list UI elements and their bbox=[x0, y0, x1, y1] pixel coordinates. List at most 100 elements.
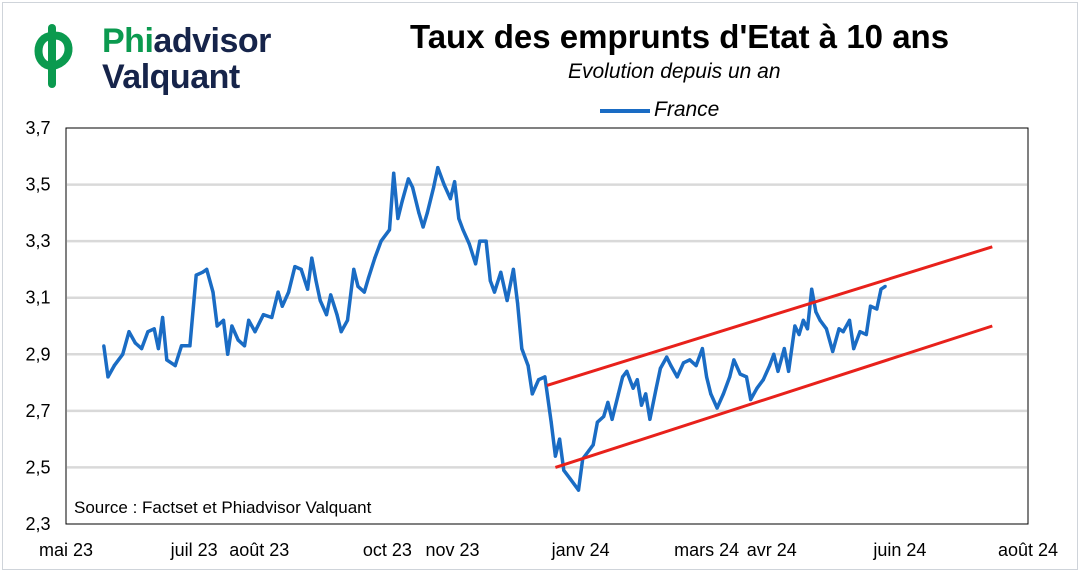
data-point bbox=[879, 287, 883, 291]
logo-phi: Phi bbox=[102, 22, 154, 60]
data-point bbox=[299, 267, 303, 271]
data-point bbox=[179, 344, 184, 348]
data-point bbox=[755, 386, 759, 390]
data-point bbox=[306, 287, 310, 291]
data-point bbox=[587, 448, 591, 453]
data-point bbox=[681, 361, 686, 365]
data-point bbox=[721, 392, 726, 396]
data-point bbox=[188, 344, 192, 348]
data-point bbox=[761, 378, 765, 382]
data-point bbox=[400, 199, 404, 204]
data-point bbox=[665, 355, 669, 359]
data-point bbox=[411, 185, 415, 189]
x-tick-label: août 24 bbox=[998, 540, 1058, 560]
data-point bbox=[595, 420, 600, 424]
data-point bbox=[537, 378, 541, 382]
data-point bbox=[467, 242, 471, 246]
data-point bbox=[654, 386, 658, 390]
x-axis-ticks: mai 23 juil 23 août 23 oct 23 nov 23 janv 24 m… bbox=[39, 540, 1058, 560]
data-point bbox=[591, 443, 595, 447]
data-point bbox=[787, 369, 791, 373]
data-point bbox=[318, 298, 322, 303]
data-point bbox=[841, 330, 845, 334]
data-point bbox=[738, 372, 742, 376]
x-tick-label: août 23 bbox=[229, 540, 289, 560]
y-tick-label: 3,3 bbox=[25, 231, 50, 251]
data-point bbox=[492, 290, 497, 294]
data-point bbox=[732, 358, 736, 362]
data-point bbox=[200, 270, 205, 274]
data-point bbox=[152, 327, 156, 331]
data-point bbox=[505, 298, 509, 303]
logo-text-line2: Valquant bbox=[102, 58, 240, 96]
logo-advisor: advisor bbox=[153, 22, 271, 60]
data-point bbox=[421, 225, 425, 229]
data-point bbox=[526, 364, 530, 368]
data-point bbox=[173, 364, 177, 368]
trend-line-upper bbox=[546, 245, 993, 387]
data-point bbox=[215, 324, 219, 328]
data-point bbox=[744, 375, 749, 379]
legend-label-france: France bbox=[654, 98, 720, 121]
data-point bbox=[373, 256, 377, 260]
data-point bbox=[805, 327, 810, 331]
data-point bbox=[728, 375, 732, 379]
data-point bbox=[797, 332, 801, 337]
data-point bbox=[261, 313, 265, 317]
data-point bbox=[639, 403, 644, 407]
data-point bbox=[782, 347, 786, 351]
data-point bbox=[715, 406, 719, 410]
data-point bbox=[543, 375, 547, 379]
x-tick-label: juin 24 bbox=[872, 540, 926, 560]
gridlines bbox=[67, 183, 1027, 469]
x-tick-label: mars 24 bbox=[674, 540, 739, 560]
data-point bbox=[631, 386, 635, 390]
data-point bbox=[140, 347, 144, 351]
data-point bbox=[621, 375, 625, 379]
y-tick-label: 3,7 bbox=[25, 118, 50, 138]
data-point bbox=[562, 468, 566, 472]
data-point bbox=[749, 397, 753, 402]
data-point bbox=[648, 417, 652, 421]
data-point bbox=[448, 197, 452, 201]
data-point bbox=[831, 349, 835, 354]
data-point bbox=[442, 183, 446, 187]
x-tick-label: janv 24 bbox=[551, 540, 610, 560]
data-point bbox=[396, 216, 400, 221]
data-point bbox=[436, 166, 440, 170]
y-tick-label: 2,5 bbox=[25, 457, 50, 477]
data-point bbox=[658, 366, 663, 370]
data-point bbox=[406, 177, 410, 181]
data-point bbox=[616, 392, 621, 396]
data-point bbox=[270, 315, 274, 320]
source-label: Source : Factset et Phiadvisor Valquant bbox=[74, 498, 372, 517]
data-point bbox=[868, 304, 873, 308]
y-tick-label: 2,9 bbox=[25, 344, 50, 364]
y-tick-label: 3,1 bbox=[25, 288, 50, 308]
data-point bbox=[102, 344, 106, 348]
data-point bbox=[852, 347, 856, 351]
data-point bbox=[793, 324, 797, 328]
data-point bbox=[478, 239, 482, 243]
data-point bbox=[112, 364, 116, 368]
data-point bbox=[606, 400, 610, 404]
data-point bbox=[499, 270, 503, 274]
data-point bbox=[461, 228, 465, 232]
data-point bbox=[635, 378, 639, 382]
data-point bbox=[146, 330, 150, 334]
y-tick-label: 2,7 bbox=[25, 401, 50, 421]
data-point bbox=[221, 318, 226, 322]
x-tick-label: avr 24 bbox=[747, 540, 797, 560]
data-point bbox=[610, 417, 614, 421]
data-point bbox=[709, 392, 713, 396]
data-point bbox=[387, 228, 392, 232]
data-point bbox=[156, 347, 160, 351]
data-point bbox=[194, 273, 198, 277]
data-point bbox=[335, 313, 339, 317]
chart-subtitle: Evolution depuis un an bbox=[568, 60, 781, 83]
data-point bbox=[276, 290, 280, 294]
data-point bbox=[644, 392, 648, 396]
data-point bbox=[484, 239, 488, 243]
data-point bbox=[287, 290, 291, 294]
data-point bbox=[810, 287, 814, 291]
